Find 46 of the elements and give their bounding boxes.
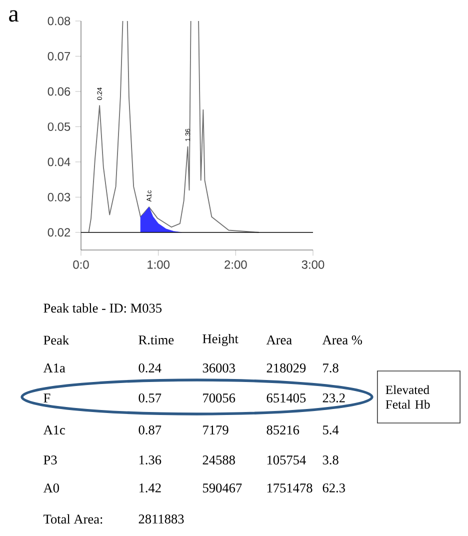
y-tick-label: 0.05 (48, 122, 70, 131)
text: 1.42 (139, 484, 161, 492)
text: A0 (43, 484, 59, 492)
text: 651405 (266, 394, 306, 402)
text: 2811883 (138, 514, 184, 524)
x-tick-label: 2:00 (224, 260, 247, 269)
text: 0.87 (138, 425, 162, 435)
text: 7.8 (323, 363, 338, 373)
text: 5.4 (323, 426, 339, 434)
x-tick-label: 0:0 (73, 260, 89, 269)
text: 70056 (203, 394, 236, 402)
text: Area % (322, 335, 362, 344)
y-tick-label: 0.06 (48, 87, 70, 96)
text: 0.57 (138, 393, 162, 403)
text: 0.24 (138, 363, 162, 373)
text: R.time (138, 336, 174, 344)
text: 62.3 (322, 484, 345, 492)
text: 24588 (202, 456, 235, 464)
text: 85216 (266, 426, 300, 434)
text: 23.2 (322, 394, 345, 402)
text: P3 (44, 456, 57, 464)
text: 7179 (203, 426, 228, 434)
y-tick-label: 0.07 (48, 52, 70, 60)
text: a (9, 10, 19, 22)
x-tick-label: 1:00 (148, 260, 170, 269)
text: 1751478 (267, 484, 312, 492)
text: A1c (43, 426, 65, 434)
y-tick-label: 0.08 (48, 16, 70, 26)
text: 3.8 (322, 455, 338, 465)
text: 36003 (202, 364, 235, 372)
y-tick-label: 0.04 (48, 158, 70, 166)
text: Peak (44, 335, 70, 345)
text: 105754 (267, 456, 306, 464)
text: 218029 (266, 364, 306, 372)
y-tick-label: 0.03 (48, 192, 70, 202)
text: F (44, 394, 50, 402)
text: Height (202, 334, 238, 346)
text: Area (266, 336, 292, 344)
text: 1.36 (139, 456, 162, 464)
text: 590467 (203, 484, 242, 492)
text: A1a (43, 364, 66, 372)
text: Peak table - ID: M035 (44, 303, 162, 313)
y-tick-label: 0.02 (48, 228, 70, 237)
text: Total Area: (44, 514, 102, 524)
x-tick-label: 3:00 (302, 260, 324, 269)
text: Elevated Fetal Hb (386, 385, 430, 409)
